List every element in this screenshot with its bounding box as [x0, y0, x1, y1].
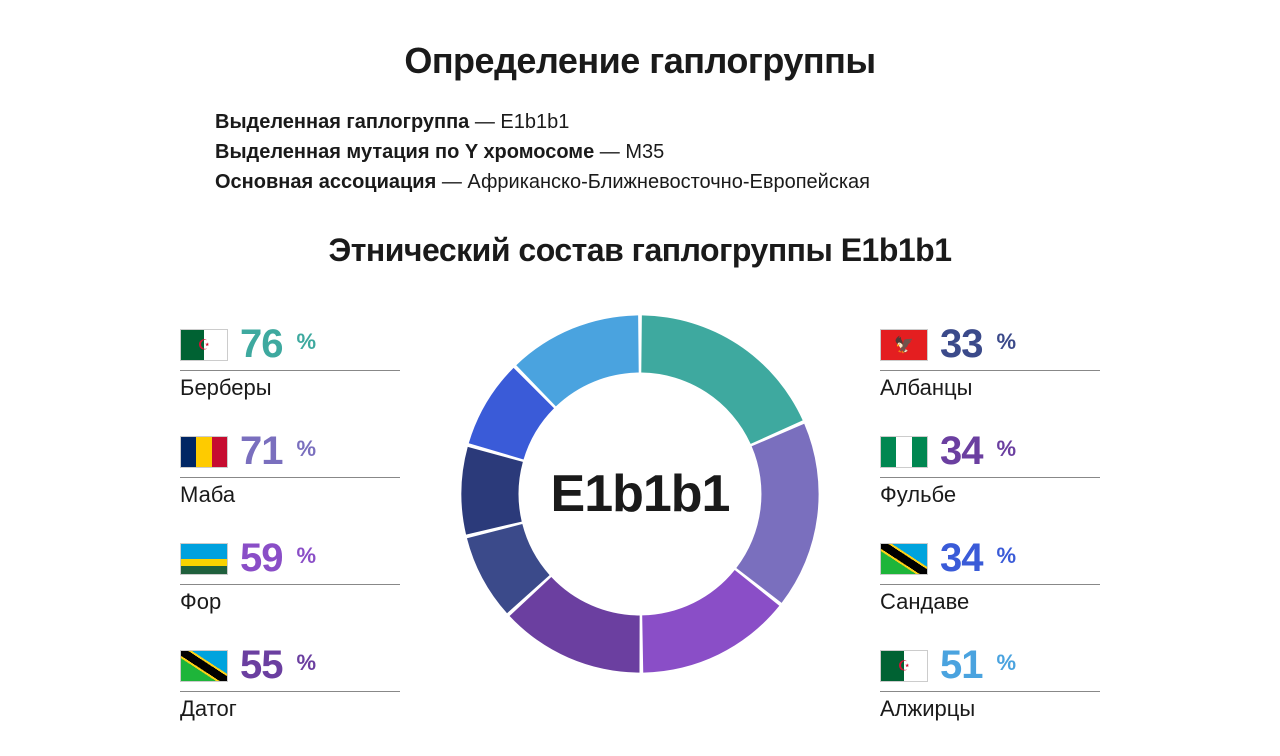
item-top: 34%: [880, 429, 1100, 478]
item-top: 59%: [180, 536, 400, 585]
donut-segment: [736, 424, 818, 603]
ethnicity-label: Маба: [180, 482, 400, 508]
donut-chart: E1b1b1: [450, 304, 830, 684]
info-value: — E1b1b1: [469, 111, 569, 133]
flag-icon: [180, 650, 228, 682]
flag-icon: ☪: [180, 329, 228, 361]
info-line-haplogroup: Выделенная гаплогруппа — E1b1b1: [215, 107, 1200, 137]
item-top: ☪ 51%: [880, 643, 1100, 692]
info-value: — Африканско-Ближневосточно-Европейская: [436, 171, 870, 193]
percentage-value: 34: [940, 536, 983, 581]
donut-segment: [641, 315, 802, 444]
item-top: 55%: [180, 643, 400, 692]
percent-sign: %: [297, 650, 317, 676]
ethnicity-label: Сандаве: [880, 589, 1100, 615]
flag-icon: [880, 436, 928, 468]
ethnicity-label: Датог: [180, 696, 400, 722]
percent-sign: %: [297, 329, 317, 355]
ethnicity-item: ☪ 76% Берберы: [180, 322, 400, 401]
percentage-value: 51: [940, 643, 983, 688]
left-column: ☪ 76% Берберы 71% Маба 59% Фор 55% Датог: [180, 304, 400, 722]
chart-subtitle: Этнический состав гаплогруппы E1b1b1: [80, 232, 1200, 269]
item-top: 🦅 33%: [880, 322, 1100, 371]
ethnicity-item: 71% Маба: [180, 429, 400, 508]
percent-sign: %: [997, 329, 1017, 355]
donut-center-label: E1b1b1: [551, 464, 730, 524]
chart-area: ☪76%Берберы71%Маба59%Фор55%Датог E1b1b1 …: [80, 304, 1200, 722]
donut-segment: [642, 570, 779, 673]
item-top: ☪ 76%: [180, 322, 400, 371]
percentage-value: 76: [240, 322, 283, 367]
ethnicity-item: 34% Фульбе: [880, 429, 1100, 508]
ethnicity-item: 55% Датог: [180, 643, 400, 722]
ethnicity-label: Фульбе: [880, 482, 1100, 508]
item-top: 71%: [180, 429, 400, 478]
ethnicity-item: 34% Сандаве: [880, 536, 1100, 615]
item-top: 34%: [880, 536, 1100, 585]
flag-icon: [180, 543, 228, 575]
percent-sign: %: [297, 436, 317, 462]
ethnicity-label: Алжирцы: [880, 696, 1100, 722]
ethnicity-item: ☪ 51% Алжирцы: [880, 643, 1100, 722]
percentage-value: 59: [240, 536, 283, 581]
flag-icon: ☪: [880, 650, 928, 682]
flag-icon: [880, 543, 928, 575]
info-line-mutation: Выделенная мутация по Y хромосоме — M35: [215, 137, 1200, 167]
info-label: Основная ассоциация: [215, 171, 436, 193]
ethnicity-label: Фор: [180, 589, 400, 615]
right-column: 🦅 33% Албанцы 34% Фульбе 34% Сандаве ☪ 51% Алжирц…: [880, 304, 1100, 722]
percent-sign: %: [997, 543, 1017, 569]
ethnicity-item: 59% Фор: [180, 536, 400, 615]
ethnicity-label: Албанцы: [880, 375, 1100, 401]
percent-sign: %: [997, 650, 1017, 676]
percentage-value: 55: [240, 643, 283, 688]
percentage-value: 71: [240, 429, 283, 474]
page-title: Определение гаплогруппы: [80, 40, 1200, 82]
ethnicity-label: Берберы: [180, 375, 400, 401]
info-block: Выделенная гаплогруппа — E1b1b1 Выделенн…: [215, 107, 1200, 197]
percentage-value: 33: [940, 322, 983, 367]
percent-sign: %: [297, 543, 317, 569]
percentage-value: 34: [940, 429, 983, 474]
donut-segment: [461, 447, 522, 535]
info-line-association: Основная ассоциация — Африканско-Ближнев…: [215, 167, 1200, 197]
percent-sign: %: [997, 436, 1017, 462]
info-label: Выделенная мутация по Y хромосоме: [215, 141, 594, 163]
flag-icon: 🦅: [880, 329, 928, 361]
flag-icon: [180, 436, 228, 468]
info-label: Выделенная гаплогруппа: [215, 111, 469, 133]
ethnicity-item: 🦅 33% Албанцы: [880, 322, 1100, 401]
info-value: — M35: [594, 141, 664, 163]
